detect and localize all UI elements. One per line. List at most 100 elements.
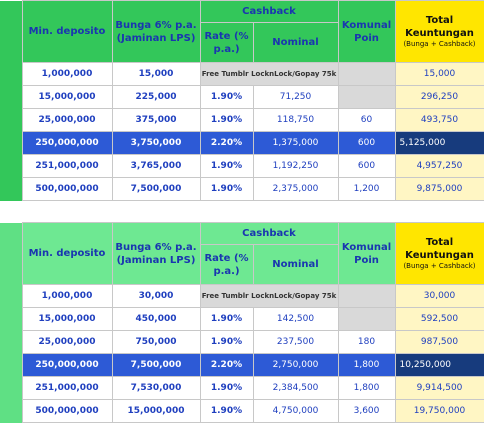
cell: 3,750,000	[111, 131, 201, 155]
cell: 500,000,000	[21, 399, 113, 423]
cell: 750,000	[111, 330, 201, 354]
cell: 1,375,000	[252, 131, 339, 155]
cell: 296,250	[394, 85, 484, 109]
cell: 60	[337, 108, 396, 132]
cell: 1.90%	[199, 177, 254, 201]
cell: 15,000	[111, 62, 201, 86]
cell: 25,000,000	[21, 330, 113, 354]
header-cell: Nominal	[252, 244, 339, 285]
cell: 10,250,000	[394, 353, 484, 377]
strip	[0, 284, 22, 308]
data-row: 1,000,000 15,000 Free Tumblr LocknLock/Gop…	[0, 62, 484, 86]
strip	[0, 307, 22, 331]
cell: 9,914,500	[394, 376, 484, 400]
header-cell: Bunga 6% p.a. (Jaminan LPS)	[111, 0, 201, 63]
cell: 450,000	[111, 307, 201, 331]
cell	[337, 307, 396, 331]
data-row: 15,000,000 450,000 1.90% 142,500 592,500	[0, 307, 484, 331]
header-cell: Total Keuntungan (Bunga + Cashback)	[394, 222, 484, 285]
cell: 2.20%	[199, 131, 254, 155]
data-row: 251,000,000 3,765,000 1.90% 1,192,250 600 4,9…	[0, 154, 484, 178]
data-row: 251,000,000 7,530,000 1.90% 2,384,500 1,800 9…	[0, 376, 484, 400]
cell: 30,000	[394, 284, 484, 308]
cell: 600	[337, 131, 396, 155]
cell: 7,500,000	[111, 353, 201, 377]
cell	[337, 62, 396, 86]
strip	[0, 85, 22, 109]
cell: 1,000,000	[21, 284, 113, 308]
rate-table: Min. deposito Bunga 6% p.a. (Jaminan LPS)…	[0, 0, 484, 201]
strip	[0, 131, 22, 155]
cell: 600	[337, 154, 396, 178]
data-row: 500,000,000 15,000,000 1.90% 4,750,000 3,600…	[0, 399, 484, 423]
cell: 251,000,000	[21, 154, 113, 178]
cell: 237,500	[252, 330, 339, 354]
cell: 180	[337, 330, 396, 354]
strip	[0, 0, 22, 63]
strip	[0, 108, 22, 132]
header-row: Min. deposito Bunga 6% p.a. (Jaminan LPS)…	[0, 0, 484, 63]
strip	[0, 353, 22, 377]
cell: 7,500,000	[111, 177, 201, 201]
cell: 2.20%	[199, 353, 254, 377]
total-note: (Bunga + Cashback)	[403, 262, 476, 270]
strip	[0, 62, 22, 86]
cell: 19,750,000	[394, 399, 484, 423]
cell: 251,000,000	[21, 376, 113, 400]
total-title: Total Keuntungan	[405, 237, 474, 261]
cell: 500,000,000	[21, 177, 113, 201]
cell: 250,000,000	[21, 353, 113, 377]
cell: 1.90%	[199, 85, 254, 109]
cell: 142,500	[252, 307, 339, 331]
cell: 493,750	[394, 108, 484, 132]
cell: 1,192,250	[252, 154, 339, 178]
cell: 5,125,000	[394, 131, 484, 155]
cell: 3,765,000	[111, 154, 201, 178]
header-cell: Total Keuntungan (Bunga + Cashback)	[394, 0, 484, 63]
cell: 9,875,000	[394, 177, 484, 201]
cell: 1.90%	[199, 108, 254, 132]
header-cell: Rate (% p.a.)	[199, 244, 254, 285]
strip	[0, 222, 22, 285]
strip	[0, 376, 22, 400]
cell: 1,200	[337, 177, 396, 201]
cell: 1.90%	[199, 154, 254, 178]
total-note: (Bunga + Cashback)	[403, 40, 476, 48]
strip	[0, 330, 22, 354]
header-cell: Cashback	[199, 0, 339, 23]
header-cell: Komunal Poin	[337, 0, 396, 63]
cell: 1.90%	[199, 376, 254, 400]
cell: 25,000,000	[21, 108, 113, 132]
cell: 4,957,250	[394, 154, 484, 178]
header-cell: Bunga 6% p.a. (Jaminan LPS)	[111, 222, 201, 285]
strip	[0, 154, 22, 178]
cell: 1.90%	[199, 330, 254, 354]
data-row: 25,000,000 375,000 1.90% 118,750 60 493,750	[0, 108, 484, 132]
header-cell: Min. deposito	[21, 222, 113, 285]
header-cell: Rate (% p.a.)	[199, 22, 254, 63]
cell: 375,000	[111, 108, 201, 132]
cell: 592,500	[394, 307, 484, 331]
cell: 1,800	[337, 376, 396, 400]
cell: 225,000	[111, 85, 201, 109]
cell: 15,000,000	[111, 399, 201, 423]
data-row: 25,000,000 750,000 1.90% 237,500 180 987,500	[0, 330, 484, 354]
header-row: Rate (% p.a.) Nominal	[0, 22, 484, 63]
data-row: 15,000,000 225,000 1.90% 71,250 296,250	[0, 85, 484, 109]
cell: 4,750,000	[252, 399, 339, 423]
cell: 15,000	[394, 62, 484, 86]
header-cell: Komunal Poin	[337, 222, 396, 285]
cell	[337, 284, 396, 308]
strip	[0, 177, 22, 201]
data-row: 500,000,000 7,500,000 1.90% 2,375,000 1,200 9…	[0, 177, 484, 201]
header-row: Min. deposito Bunga 6% p.a. (Jaminan LPS)…	[0, 222, 484, 285]
cell: Free Tumblr LocknLock/Gopay 75k	[199, 62, 339, 86]
cell: 7,530,000	[111, 376, 201, 400]
rate-table: Min. deposito Bunga 6% p.a. (Jaminan LPS)…	[0, 222, 484, 423]
cell: 3,600	[337, 399, 396, 423]
header-row: Rate (% p.a.) Nominal	[0, 244, 484, 285]
cell: 2,750,000	[252, 353, 339, 377]
header-cell: Cashback	[199, 222, 339, 245]
data-row: 1,000,000 30,000 Free Tumblr LocknLock/Gop…	[0, 284, 484, 308]
